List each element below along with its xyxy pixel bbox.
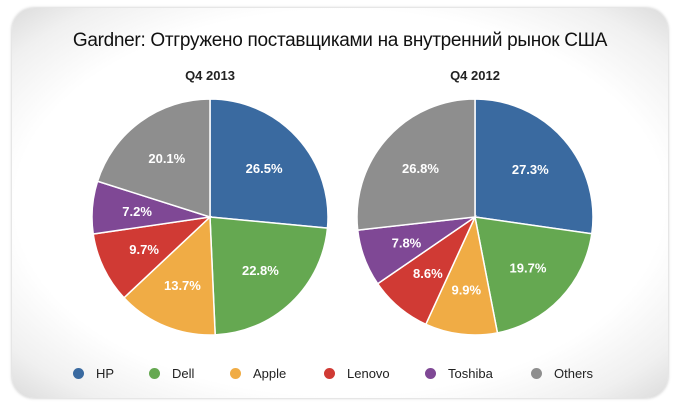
data-label: 9.7%	[129, 242, 159, 257]
legend-label: Others	[554, 366, 594, 381]
pie-slice-others	[356, 98, 476, 231]
legend-swatch	[230, 368, 241, 379]
data-label: 26.8%	[402, 161, 439, 176]
legend-item-hp: HP	[73, 366, 114, 381]
data-label: 9.9%	[451, 283, 481, 298]
data-label: 8.6%	[413, 266, 443, 281]
legend-label: Apple	[253, 366, 287, 381]
legend-item-others: Others	[531, 366, 593, 381]
data-label: 7.8%	[392, 236, 422, 251]
legend-swatch	[149, 368, 160, 379]
data-label: 13.7%	[164, 278, 201, 293]
data-label: 26.5%	[246, 161, 283, 176]
data-label: 19.7%	[510, 260, 547, 275]
legend-label: Dell	[172, 366, 195, 381]
pie-title-2012: Q4 2012	[450, 68, 500, 83]
legend-swatch	[324, 368, 335, 379]
pie-slice-dell	[474, 216, 593, 334]
legend-label: HP	[96, 366, 115, 381]
legend-swatch	[531, 368, 542, 379]
data-label: 7.2%	[122, 204, 152, 219]
legend-item-lenovo: Lenovo	[324, 366, 390, 381]
pie-title-2013: Q4 2013	[185, 68, 235, 83]
legend-item-apple: Apple	[230, 366, 286, 381]
pie-slice-hp	[474, 98, 594, 235]
legend-item-toshiba: Toshiba	[425, 366, 493, 381]
pie-slice-apple	[424, 214, 499, 336]
legend-label: Lenovo	[347, 366, 390, 381]
legend-item-dell: Dell	[149, 366, 194, 381]
pie-slice-others	[96, 98, 211, 219]
pie-slice-dell	[209, 216, 329, 336]
data-label: 27.3%	[512, 162, 549, 177]
pie-slice-hp	[209, 98, 329, 229]
data-label: 22.8%	[242, 263, 279, 278]
chart-title: Gardner: Отгружено поставщиками на внутр…	[72, 30, 608, 51]
legend-label: Toshiba	[448, 366, 493, 381]
data-label: 20.1%	[148, 151, 185, 166]
legend-swatch	[425, 368, 436, 379]
pie-slice-apple	[122, 215, 216, 336]
legend-swatch	[73, 368, 84, 379]
